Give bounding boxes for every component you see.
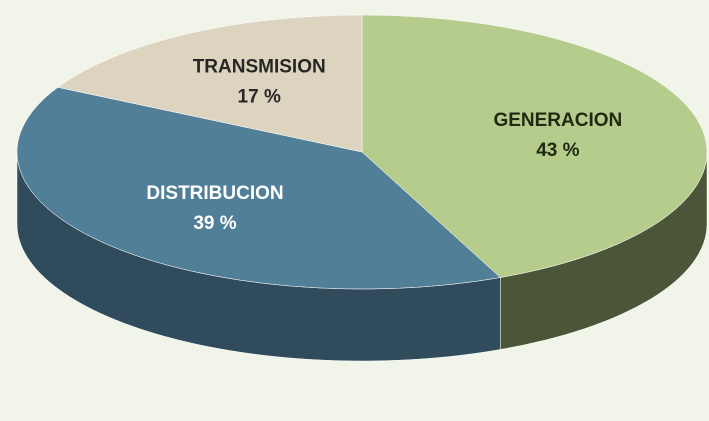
pie-slice (16, 87, 501, 290)
slice-label: DISTRIBUCION (146, 183, 283, 204)
slice-label: TRANSMISION (193, 56, 326, 77)
slice-value: 39 % (193, 213, 236, 234)
slice-label: GENERACION (493, 110, 622, 131)
pie-slice (361, 14, 708, 278)
slice-value: 43 % (536, 140, 579, 161)
pie-slice (57, 14, 363, 153)
slice-value: 17 % (238, 86, 281, 107)
